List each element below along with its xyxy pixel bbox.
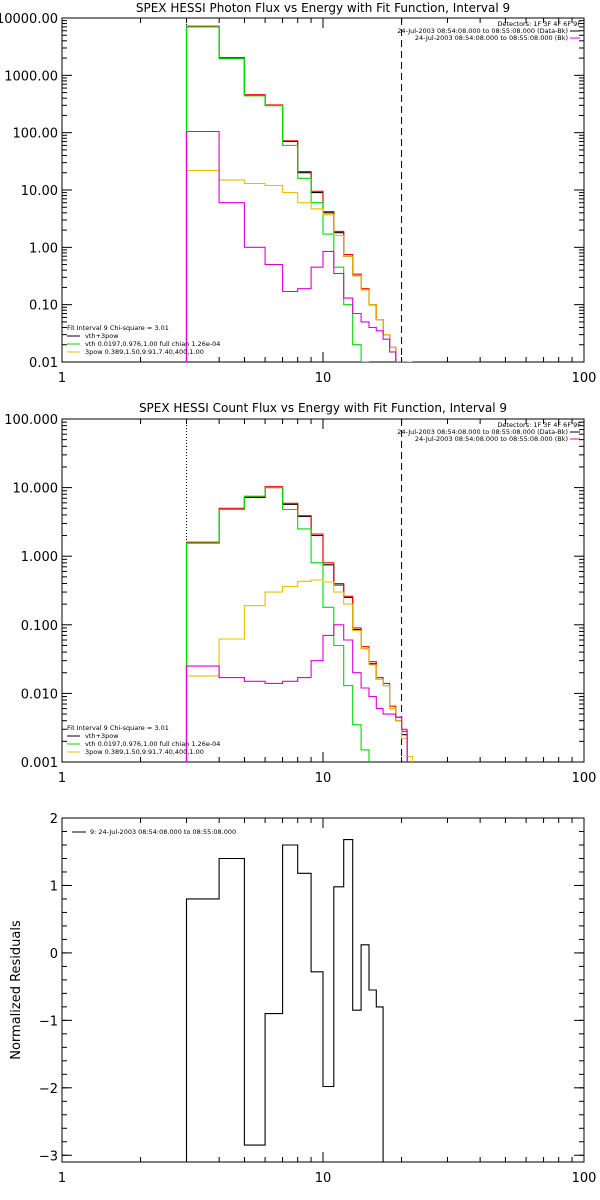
data-series-4 — [185, 579, 413, 762]
data-series-5 — [185, 624, 408, 762]
y-tick-label: 0.100 — [21, 619, 58, 634]
y-tick-label: 10000.00 — [0, 12, 58, 27]
chart-panel-2: SPEX HESSI Count Flux vs Energy with Fit… — [4, 401, 596, 786]
y-tick-label: 10.00 — [21, 184, 58, 199]
legend-entry: 3pow 0.389,1.50,9.91,7.40,400,1.00 — [85, 748, 204, 756]
legend-entry: Fit Interval 9 Chi-square = 3.01 — [67, 724, 169, 732]
data-series-3 — [185, 487, 370, 762]
legend-entry: 9: 24-Jul-2003 08:54:08.000 to 08:55:08.… — [90, 828, 236, 836]
y-tick-label: 2 — [50, 812, 58, 827]
y-tick-label: 0 — [50, 947, 58, 962]
y-tick-label: 1.00 — [29, 241, 58, 256]
y-tick-label: 100.000 — [4, 413, 58, 428]
x-tick-label: 100 — [572, 771, 597, 786]
legend-entry: vth 0.0197,0.976,1.00 full chian 1.26e-0… — [85, 340, 220, 348]
legend-entry: 24-Jul-2003 08:54:08.000 to 08:55:08.000… — [397, 27, 568, 35]
legend-entry: vth+3pow — [85, 332, 119, 340]
legend-entry: 24-Jul-2003 08:54:08.000 to 08:55:08.000… — [397, 428, 568, 436]
y-tick-label: −3 — [39, 1149, 58, 1164]
legend-entry: vth 0.0197,0.976,1.00 full chian 1.26e-0… — [85, 740, 220, 748]
series-group — [185, 486, 413, 762]
legend-entry: 3pow 0.389,1.50,9.91,7.40,400,1.00 — [85, 348, 204, 356]
y-tick-label: 10.000 — [13, 482, 59, 497]
y-tick-label: −2 — [39, 1082, 58, 1097]
x-tick-label: 10 — [315, 1171, 332, 1186]
legend-entry: 24-Jul-2003 08:54:08.000 to 08:55:08.000… — [415, 34, 568, 42]
x-tick-label: 1 — [58, 1171, 66, 1186]
y-tick-label: −1 — [39, 1014, 58, 1029]
y-tick-label: 1000.00 — [4, 69, 58, 84]
y-axis-label: Normalized Residuals — [9, 920, 24, 1060]
y-tick-label: 1.000 — [21, 550, 58, 565]
legend-entry: Detectors: 1F 3F 4F 6F 9F — [497, 20, 581, 28]
chart-panel-1: SPEX HESSI Photon Flux vs Energy with Fi… — [0, 1, 596, 386]
plot-frame — [61, 17, 585, 363]
y-tick-label: 0.010 — [21, 687, 58, 702]
x-tick-label: 1 — [58, 771, 66, 786]
legend-entry: 24-Jul-2003 08:54:08.000 to 08:55:08.000… — [415, 435, 568, 443]
chart-title: SPEX HESSI Count Flux vs Energy with Fit… — [139, 401, 507, 415]
x-tick-label: 100 — [572, 371, 597, 386]
y-tick-label: 0.10 — [29, 299, 58, 314]
chart-panel-3: 1 10 100 −3 −2 −1 0 1 2 Normalized Residuals 9: 24… — [9, 812, 596, 1186]
x-tick-label: 1 — [58, 371, 66, 386]
data-series-3 — [185, 26, 369, 362]
y-tick-label: 0.01 — [29, 356, 58, 371]
data-series-1 — [185, 839, 390, 1162]
x-tick-label: 10 — [315, 771, 332, 786]
data-series-5 — [185, 130, 408, 362]
x-tick-label: 100 — [572, 1171, 597, 1186]
series-group — [185, 839, 390, 1162]
y-tick-label: 1 — [50, 879, 58, 894]
chart-title: SPEX HESSI Photon Flux vs Energy with Fi… — [136, 1, 510, 15]
data-series-4 — [185, 169, 413, 362]
x-tick-label: 10 — [315, 371, 332, 386]
series-group — [185, 25, 413, 362]
y-tick-label: 100.00 — [13, 127, 59, 142]
y-tick-label: 0.001 — [21, 756, 58, 771]
legend-entry: Detectors: 1F 3F 4F 6F 9F — [497, 421, 581, 429]
legend-entry: Fit Interval 9 Chi-square = 3.01 — [67, 324, 169, 332]
legend-entry: vth+3pow — [85, 732, 119, 740]
